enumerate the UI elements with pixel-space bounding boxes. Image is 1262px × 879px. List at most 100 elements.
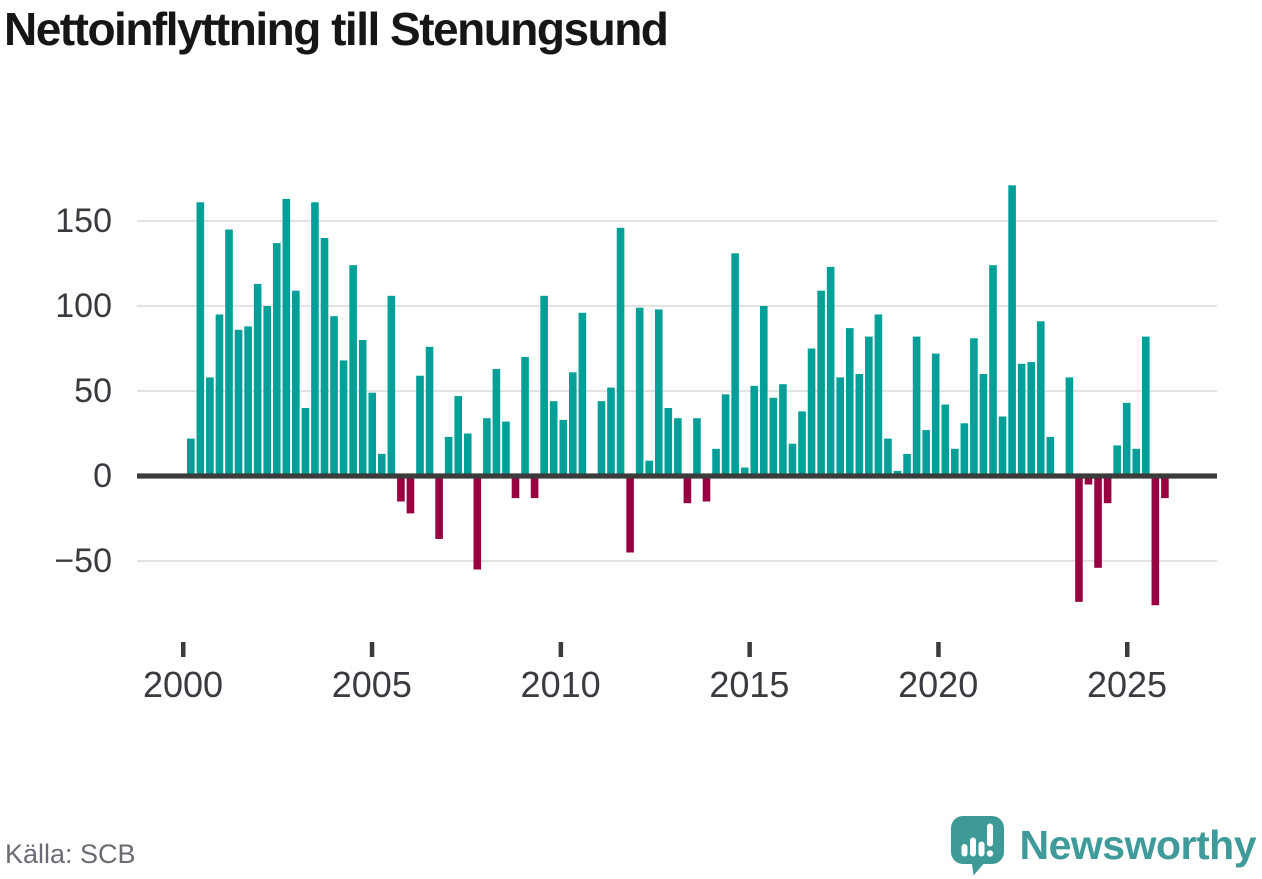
chart-title: Nettoinflyttning till Stenungsund [4,3,669,55]
bar-positive [463,433,472,476]
x-tick-mark [558,642,564,657]
bar-negative [530,476,539,499]
bar-positive [1132,448,1141,476]
bar-positive [320,238,329,476]
bar-positive [521,357,529,476]
bar-negative [1151,476,1160,606]
bar-positive [836,377,844,476]
bar-positive [206,377,214,476]
bar-positive [674,418,682,476]
x-tick-label: 2000 [143,664,223,705]
logo-bar-3 [978,841,984,857]
bar-negative [1161,476,1169,499]
bar-positive [740,467,749,476]
brand-name: Newsworthy [1019,822,1257,868]
bar-positive [492,368,501,476]
bar-positive [912,336,921,476]
bar-negative [511,476,520,499]
bar-positive [425,346,434,476]
bar-positive [750,385,759,476]
bar-positive [788,443,797,476]
bar-positive [884,438,892,476]
logo-exclamation-dot [986,850,993,857]
x-tick-label: 2010 [521,664,601,705]
bar-negative [626,476,634,553]
bar-positive [951,448,959,476]
bar-positive [731,253,739,476]
bar-negative [473,476,482,570]
bar-positive [807,348,816,476]
bar-positive [244,326,252,476]
bar-positive [1122,402,1131,476]
bar-positive [1008,185,1016,477]
bar-positive [444,436,453,476]
bar-positive [301,408,310,476]
bar-positive [263,306,271,476]
bar-positive [215,314,224,476]
bar-positive [817,290,825,476]
y-tick-label: 100 [55,287,112,325]
bar-positive [922,430,930,476]
bar-positive [941,404,950,476]
bar-negative [702,476,711,502]
bar-negative [406,476,415,514]
logo-exclamation-stem [986,823,993,847]
zero-axis-line [137,473,1217,479]
x-tick-mark [936,642,941,657]
bar-positive [597,401,606,476]
logo-bar-2 [969,837,976,857]
bar-positive [569,372,577,476]
bar-positive [979,374,988,476]
x-tick-mark [181,642,186,657]
bar-positive [1065,377,1074,476]
logo-bar-1 [961,844,967,857]
bar-positive [1036,321,1045,476]
bar-positive [931,353,940,476]
bar-positive [903,453,911,476]
bar-negative [1094,476,1102,568]
bar-positive [998,416,1007,476]
newsworthy-logo: Newsworthy [949,814,1257,877]
bar-positive [989,265,997,476]
bar-negative [1103,476,1112,504]
bar-positive [559,419,568,476]
y-tick-label: −50 [54,542,112,580]
bar-positive [616,227,625,476]
bar-positive [330,316,338,476]
y-tick-label: 0 [93,457,112,495]
x-tick-mark [747,642,752,657]
bar-positive [1017,363,1026,476]
source-note: Källa: SCB [5,839,136,869]
bar-positive [645,460,653,476]
bar-positive [1113,445,1121,476]
bar-positive [721,394,730,476]
y-tick-label: 50 [74,372,112,410]
bar-positive [760,306,768,476]
bar-positive [282,198,291,476]
bar-positive [234,329,243,476]
x-tick-label: 2020 [898,664,978,705]
x-tick-label: 2015 [709,664,789,705]
bar-positive [549,401,558,476]
y-tick-label: 150 [55,202,112,240]
bar-negative [435,476,443,539]
x-tick-label: 2025 [1087,664,1167,705]
bar-positive [253,283,262,476]
bar-positive [368,392,377,476]
bar-positive [693,418,701,476]
bar-positive [196,202,205,477]
bar-positive [607,387,615,476]
bar-positive [578,312,587,476]
bar-negative [683,476,692,504]
bar-positive [654,309,663,476]
bar-positive [855,374,864,476]
newsworthy-logo-icon [950,816,1004,876]
bar-positive [187,438,195,476]
bar-positive [769,397,778,476]
bar-positive [349,265,357,476]
bar-positive [865,336,873,476]
bar-positive [454,396,462,476]
bar-positive [540,295,548,476]
bar-positive [712,448,720,476]
